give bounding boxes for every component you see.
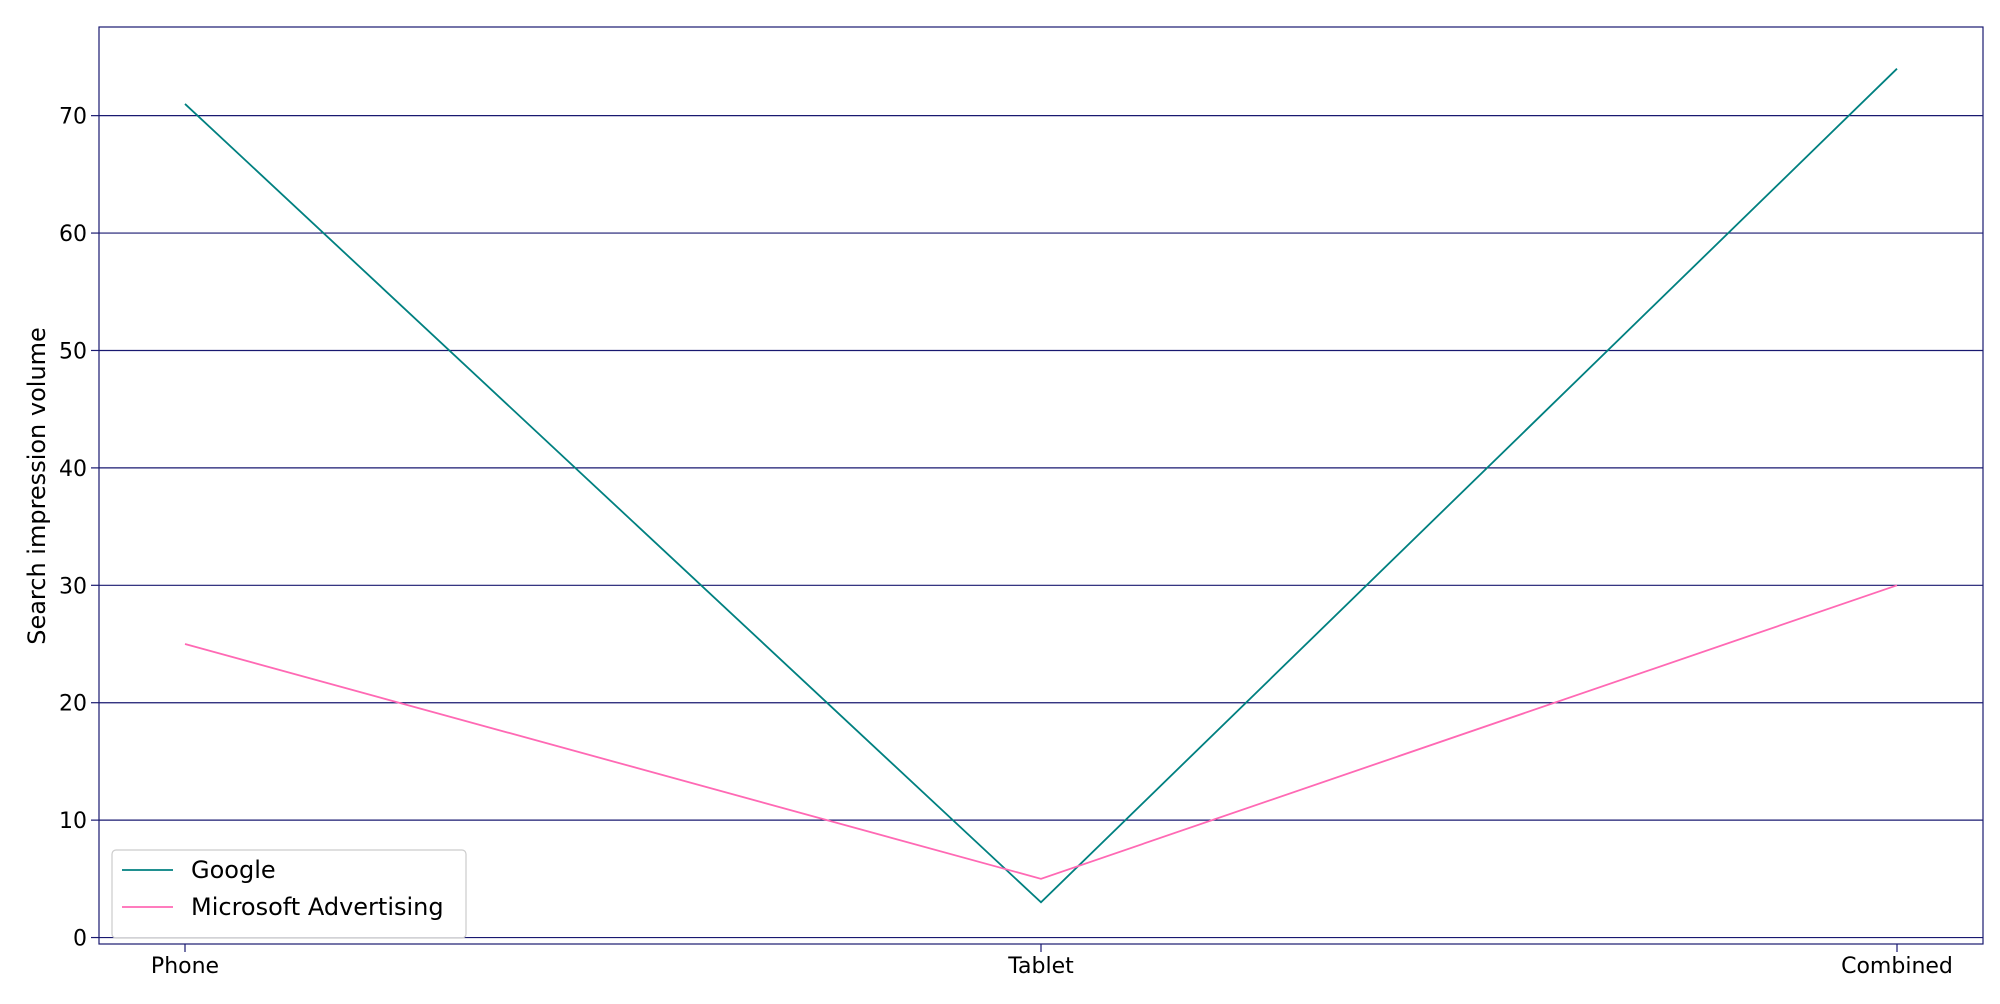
y-tick-label: 40 xyxy=(59,457,87,482)
y-tick-label: 70 xyxy=(59,105,87,130)
series-lines xyxy=(185,69,1897,903)
y-tick-label: 20 xyxy=(59,692,87,717)
x-axis-ticks: Phone Tablet Combined xyxy=(151,944,1953,979)
x-tick-label: Phone xyxy=(151,954,219,979)
y-tick-label: 10 xyxy=(59,809,87,834)
y-tick-label: 30 xyxy=(59,574,87,599)
legend-entry: Google xyxy=(191,856,276,884)
gridlines xyxy=(99,116,1983,938)
legend: Google Microsoft Advertising xyxy=(112,850,466,938)
series-line-1 xyxy=(185,585,1897,879)
y-tick-label: 60 xyxy=(59,222,87,247)
plot-frame xyxy=(99,27,1983,944)
x-tick-label: Tablet xyxy=(1007,954,1074,979)
y-tick-label: 0 xyxy=(73,927,87,952)
x-tick-label: Combined xyxy=(1841,954,1953,979)
y-axis-label: Search impression volume xyxy=(23,327,51,645)
y-axis-ticks: 0 10 20 30 40 50 60 70 xyxy=(59,105,99,952)
series-line-0 xyxy=(185,69,1897,903)
legend-entry: Microsoft Advertising xyxy=(191,893,444,921)
y-tick-label: 50 xyxy=(59,339,87,364)
